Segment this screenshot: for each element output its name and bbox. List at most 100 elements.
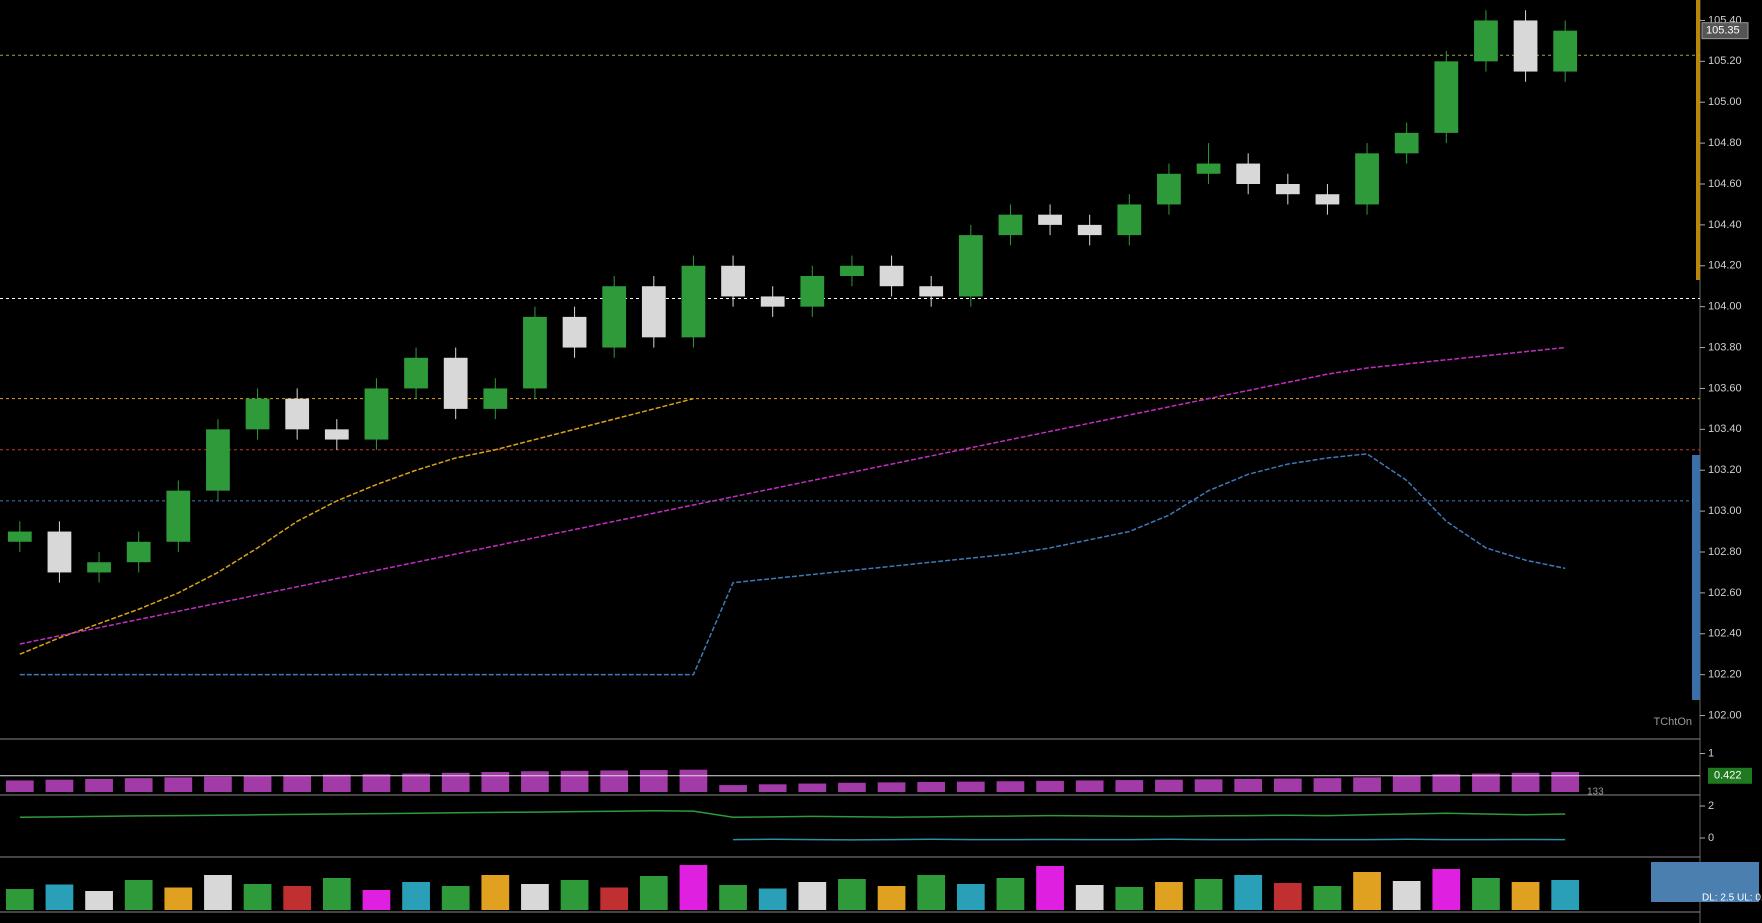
last-price-label: 105.35 xyxy=(1706,25,1740,37)
candle-body xyxy=(7,531,32,542)
bar xyxy=(283,775,312,792)
y-tick-label: 102.00 xyxy=(1708,709,1742,721)
bar xyxy=(402,773,430,792)
candle-body xyxy=(1513,20,1538,72)
bar xyxy=(283,886,312,910)
y-tick-label: 103.80 xyxy=(1708,341,1742,353)
bar xyxy=(164,777,193,792)
bar xyxy=(45,884,74,910)
bar xyxy=(679,865,708,910)
bar xyxy=(362,774,391,792)
bar xyxy=(758,888,787,910)
bar xyxy=(877,886,906,910)
bar xyxy=(322,878,351,910)
bar xyxy=(1036,866,1064,910)
y-tick-label: 103.60 xyxy=(1708,382,1742,394)
candle-body xyxy=(760,296,785,307)
candle-body xyxy=(1394,132,1419,154)
candle-body xyxy=(958,235,983,297)
bar xyxy=(1511,772,1540,792)
y-tick-label: 104.40 xyxy=(1708,219,1742,231)
candle-body xyxy=(1275,184,1300,195)
bar xyxy=(679,769,708,792)
series-line xyxy=(19,346,1566,645)
y-tick-label: 104.80 xyxy=(1708,137,1742,149)
bar xyxy=(362,890,391,910)
bar xyxy=(600,770,629,792)
bar xyxy=(1432,869,1461,910)
y-tick-label: 104.00 xyxy=(1708,301,1742,313)
bar xyxy=(956,781,985,792)
y-tick-label: 105.20 xyxy=(1708,55,1742,67)
bar xyxy=(521,884,549,910)
candle-body xyxy=(998,214,1023,236)
y-tick-label: 105.00 xyxy=(1708,96,1742,108)
y-tick-label: 103.00 xyxy=(1708,505,1742,517)
bar xyxy=(719,885,747,910)
bar xyxy=(560,880,589,910)
bar xyxy=(1273,778,1302,792)
bar xyxy=(1194,879,1223,910)
axis-range-bar xyxy=(1692,455,1700,700)
bar xyxy=(124,880,153,910)
bar xyxy=(1353,777,1381,792)
candle-body xyxy=(1236,163,1261,184)
y-tick-label: 2 xyxy=(1708,800,1714,812)
bar xyxy=(560,770,589,792)
last-price-box xyxy=(1701,22,1749,40)
candle-body xyxy=(1117,204,1142,236)
series-line xyxy=(19,397,694,655)
candle-body xyxy=(443,357,468,409)
y-tick-label: 102.20 xyxy=(1708,669,1742,681)
y-tick-label: 103.40 xyxy=(1708,423,1742,435)
series-line xyxy=(19,453,1566,676)
series-line xyxy=(19,810,1566,818)
volume-legend-box xyxy=(1651,862,1759,902)
series-line xyxy=(733,838,1566,841)
bar xyxy=(204,875,232,910)
candle-body xyxy=(166,490,191,542)
bar xyxy=(1313,778,1342,792)
candle-body xyxy=(206,429,230,491)
bar xyxy=(1234,778,1263,792)
last-value-box xyxy=(1708,767,1752,784)
bar xyxy=(1551,772,1580,792)
bar xyxy=(639,770,668,792)
candle-body xyxy=(324,429,349,440)
last-value-label: 0.422 xyxy=(1714,770,1742,782)
candle-body xyxy=(245,398,270,430)
bar xyxy=(441,886,470,910)
candle-body xyxy=(364,388,389,440)
candle-body xyxy=(800,276,825,307)
bar xyxy=(1511,882,1540,910)
y-tick-label: 102.60 xyxy=(1708,587,1742,599)
y-tick-label: 102.80 xyxy=(1708,546,1742,558)
bar xyxy=(402,882,430,910)
annotation: 133 xyxy=(1587,787,1604,798)
bar xyxy=(5,889,34,910)
y-tick-label: 104.20 xyxy=(1708,260,1742,272)
candle-body xyxy=(404,357,428,389)
annotation: TChtOn xyxy=(1653,716,1692,728)
candle-body xyxy=(1553,30,1578,72)
candle-body xyxy=(126,541,151,563)
candle-body xyxy=(483,388,508,409)
y-tick-label: 0 xyxy=(1708,832,1714,844)
bar xyxy=(1551,880,1580,910)
bar xyxy=(85,891,113,910)
annotation: DL: 2.5 UL: 0.5 xyxy=(1702,893,1762,904)
candle-body xyxy=(879,265,904,287)
bar xyxy=(204,776,232,792)
bar xyxy=(521,771,549,792)
bar xyxy=(719,785,747,792)
bar xyxy=(45,779,74,792)
candle-body xyxy=(1077,224,1102,236)
bar xyxy=(1432,774,1461,792)
bar xyxy=(1313,886,1342,910)
bar xyxy=(5,780,34,792)
bar xyxy=(1075,780,1104,792)
candle-body xyxy=(523,316,547,389)
bar xyxy=(1115,780,1144,792)
